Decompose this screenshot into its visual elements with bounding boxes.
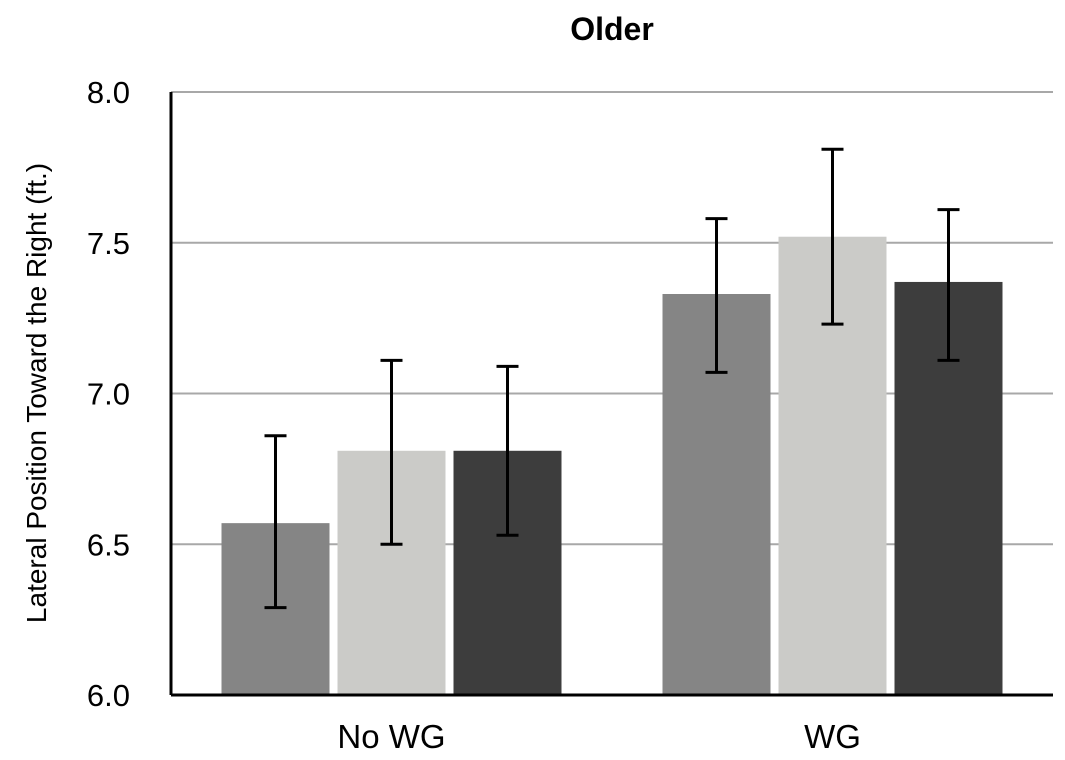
x-category-label: WG bbox=[804, 718, 861, 755]
x-category-labels: No WG WG bbox=[337, 718, 861, 755]
y-tick-label: 7.5 bbox=[87, 226, 130, 261]
y-tick-label: 6.5 bbox=[87, 527, 130, 562]
y-tick-labels: 6.0 6.5 7.0 7.5 8.0 bbox=[87, 75, 130, 713]
axes bbox=[169, 92, 1053, 697]
y-tick-label: 8.0 bbox=[87, 75, 130, 110]
chart-title: Older bbox=[570, 11, 654, 47]
x-category-label: No WG bbox=[337, 718, 445, 755]
y-tick-label: 7.0 bbox=[87, 377, 130, 412]
y-tick-label: 6.0 bbox=[87, 678, 130, 713]
bars bbox=[221, 236, 1003, 695]
y-axis-label: Lateral Position Toward the Right (ft.) bbox=[21, 163, 52, 623]
error-bars bbox=[264, 147, 960, 610]
